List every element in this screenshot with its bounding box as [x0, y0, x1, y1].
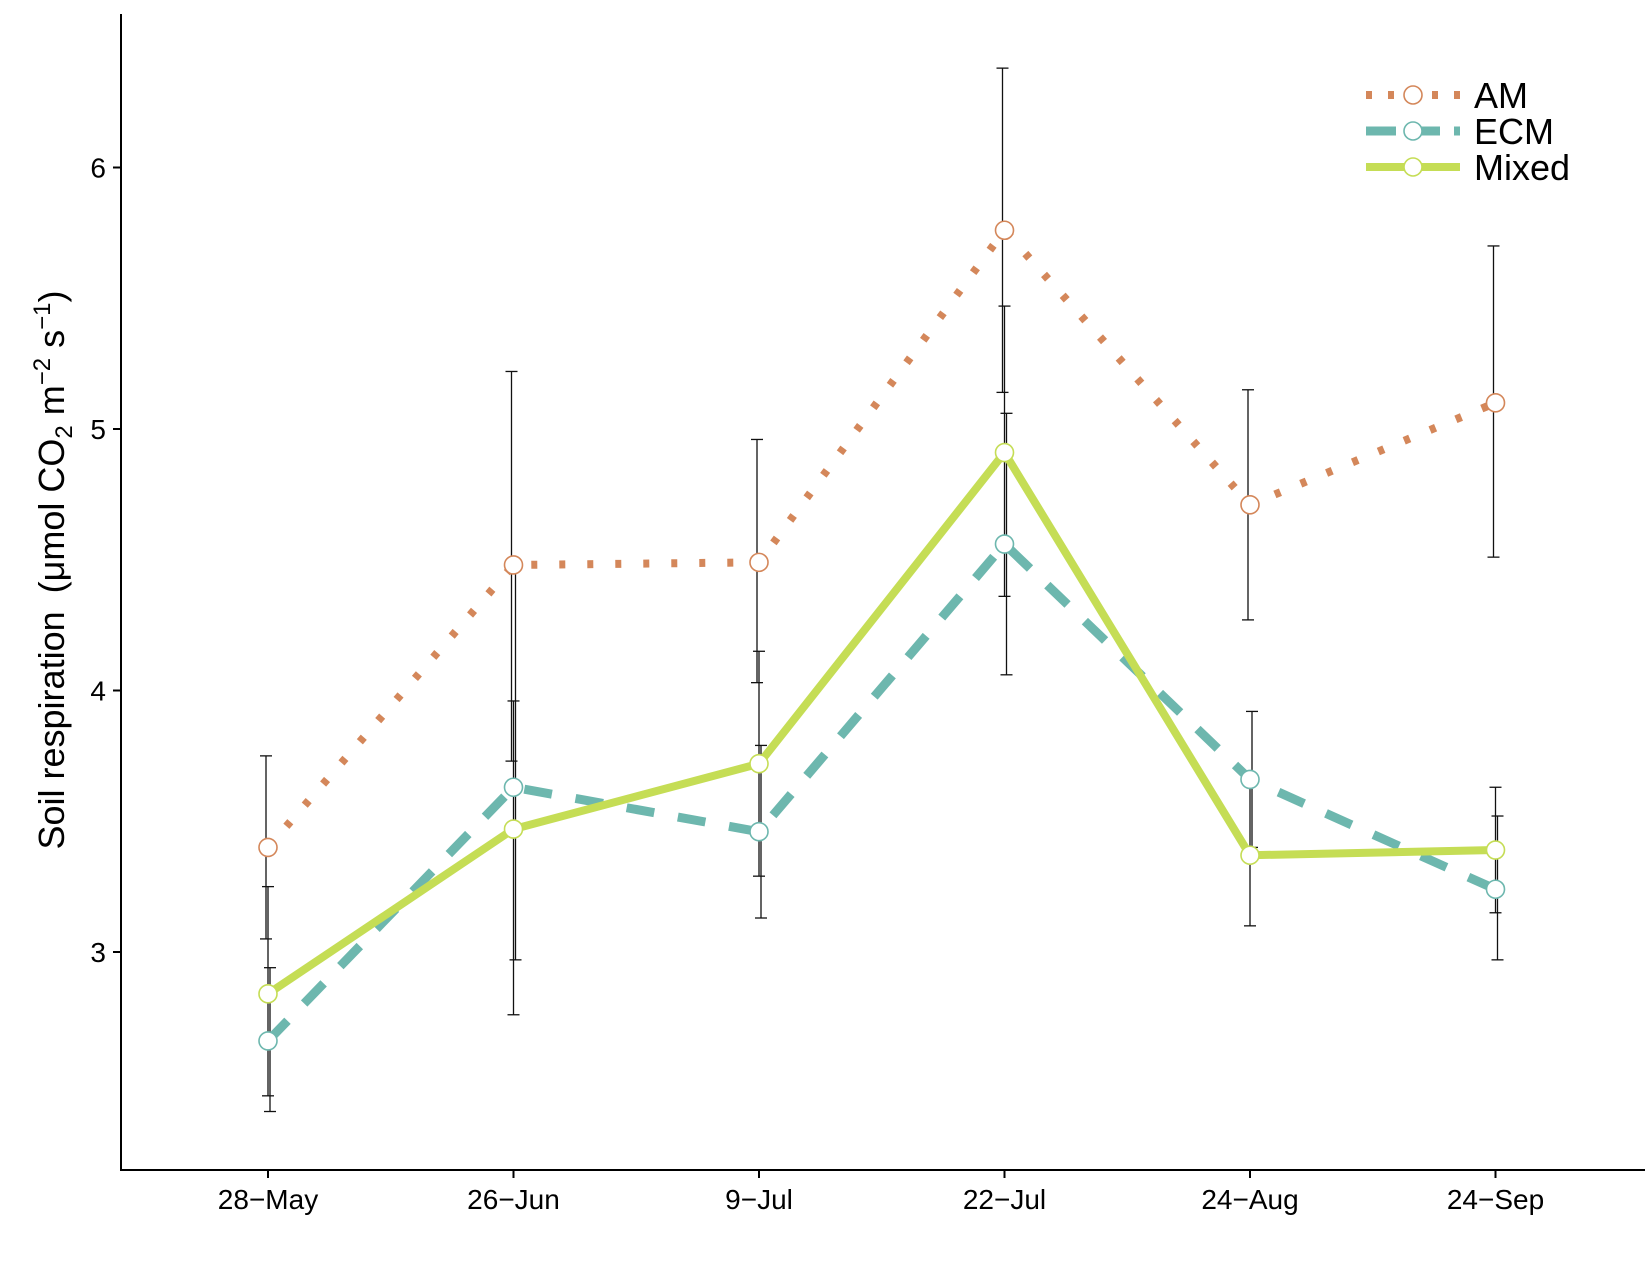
series-line-am: [264, 226, 1498, 851]
data-point-mixed: [994, 442, 1015, 463]
x-tick-label: 22−Jul: [963, 1184, 1046, 1215]
legend-key-point-mixed: [1403, 157, 1423, 177]
x-tick-label: 28−May: [218, 1184, 318, 1215]
y-tick-label: 6: [90, 153, 106, 184]
data-point-ecm: [503, 777, 524, 798]
legend-label-ecm: ECM: [1474, 111, 1554, 152]
x-tick-label: 26−Jun: [467, 1184, 560, 1215]
data-point-mixed: [503, 819, 524, 839]
y-tick-label: 3: [90, 937, 106, 968]
y-axis-unit-close: ): [31, 291, 72, 303]
x-tick-label: 24−Sep: [1447, 1184, 1544, 1215]
x-tick-label: 24−Aug: [1201, 1184, 1298, 1215]
y-axis-title: Soil respiration (μmol CO2 m−2 s−1): [29, 291, 78, 850]
legend-key-point-ecm: [1403, 121, 1423, 141]
y-axis-unit-sub: 2: [51, 425, 78, 438]
data-point-mixed: [1240, 845, 1260, 866]
y-axis-title-text: Soil respiration: [31, 611, 72, 849]
legend-label-mixed: Mixed: [1474, 147, 1570, 188]
y-axis-unit-open: (μmol CO: [31, 439, 72, 594]
data-point-am: [258, 837, 278, 858]
data-point-ecm: [1485, 879, 1506, 900]
data-point-mixed: [1485, 840, 1506, 860]
series-lines: [264, 226, 1498, 1045]
x-tick-label: 9−Jul: [725, 1184, 793, 1215]
y-tick-label: 5: [90, 414, 106, 445]
data-point-mixed: [258, 984, 278, 1004]
data-point-mixed: [749, 753, 769, 774]
x-ticks: 28−May 26−Jun 9−Jul 22−Jul 24−Aug 24−Sep: [218, 1170, 1544, 1215]
series-line-ecm: [264, 539, 1498, 1045]
data-point-ecm: [1240, 769, 1260, 790]
data-point-ecm: [994, 534, 1015, 554]
y-axis-unit-sup2: −1: [29, 303, 56, 330]
legend-key-point-am: [1403, 85, 1423, 105]
data-point-am: [994, 220, 1015, 241]
y-axis-unit-sup1: −2: [29, 358, 56, 385]
data-point-ecm: [258, 1031, 278, 1051]
error-bars: [260, 67, 1504, 1113]
data-point-am: [503, 555, 524, 575]
data-point-am: [1240, 495, 1260, 515]
data-point-am: [1485, 393, 1506, 413]
data-point-am: [749, 552, 769, 573]
y-axis-unit-m: m: [31, 385, 72, 425]
data-point-ecm: [749, 821, 769, 842]
series-line-mixed: [265, 448, 1496, 998]
y-axis-unit-s: s: [31, 330, 72, 358]
legend-label-am: AM: [1474, 75, 1528, 116]
series-points: [258, 220, 1506, 1051]
y-ticks: 3 4 5 6: [90, 153, 121, 968]
y-tick-label: 4: [90, 676, 106, 707]
